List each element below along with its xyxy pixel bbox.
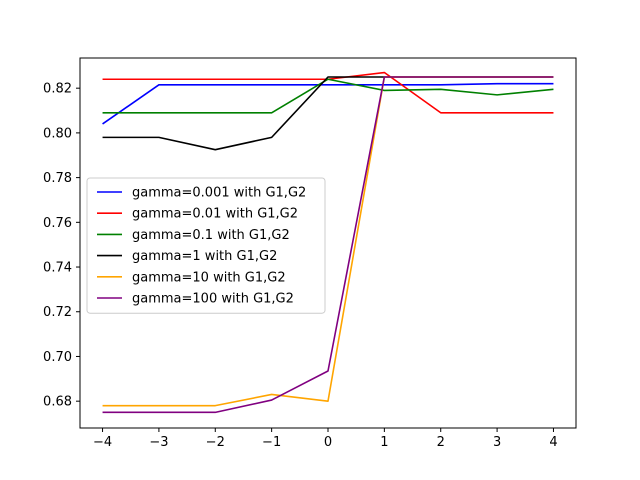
- series-line-2: [102, 78, 554, 114]
- legend-label-2: gamma=0.1 with G1,G2: [132, 228, 290, 243]
- legend-label-3: gamma=1 with G1,G2: [132, 249, 277, 264]
- x-tick-label: 4: [549, 435, 557, 450]
- x-tick-label: −3: [149, 435, 168, 450]
- y-tick-label: 0.82: [43, 82, 72, 97]
- y-axis: 0.68 0.70 0.72 0.74 0.76 0.78 0.80 0.82: [43, 82, 80, 410]
- x-tick-label: −2: [206, 435, 225, 450]
- x-tick-label: 1: [380, 435, 388, 450]
- legend-label-4: gamma=10 with G1,G2: [132, 270, 286, 285]
- y-tick-label: 0.74: [43, 261, 72, 276]
- y-tick-label: 0.68: [43, 395, 72, 410]
- legend-label-0: gamma=0.001 with G1,G2: [132, 186, 306, 201]
- x-tick-label: 0: [324, 435, 332, 450]
- x-tick-label: 2: [437, 435, 445, 450]
- y-tick-label: 0.80: [43, 126, 72, 141]
- x-tick-label: −4: [93, 435, 112, 450]
- y-tick-label: 0.76: [43, 216, 72, 231]
- x-tick-label: 3: [493, 435, 501, 450]
- legend-label-1: gamma=0.01 with G1,G2: [132, 207, 298, 222]
- series-line-5: [102, 76, 554, 414]
- x-axis: −4 −3 −2 −1 0 1 2 3 4: [93, 428, 558, 450]
- legend: gamma=0.001 with G1,G2 gamma=0.01 with G1…: [86, 177, 326, 314]
- legend-box: [86, 177, 326, 314]
- y-tick-label: 0.72: [43, 305, 72, 320]
- y-tick-label: 0.70: [43, 350, 72, 365]
- y-tick-label: 0.78: [43, 171, 72, 186]
- series-layer: [102, 71, 554, 414]
- legend-label-5: gamma=100 with G1,G2: [132, 292, 294, 307]
- series-line-0: [102, 82, 554, 125]
- x-tick-label: −1: [262, 435, 281, 450]
